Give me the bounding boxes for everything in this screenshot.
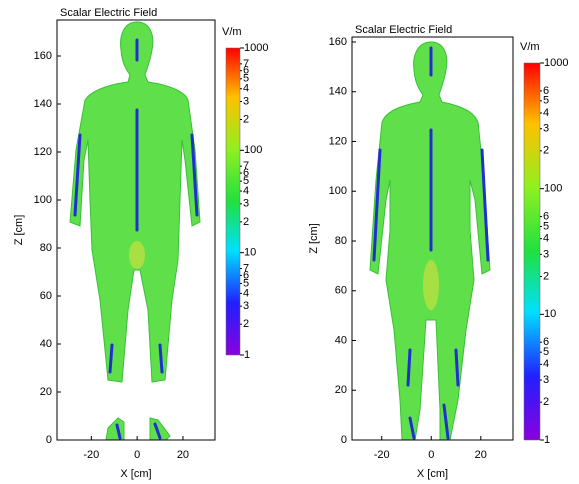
chart-title: Scalar Electric Field (60, 7, 157, 19)
y-tick-label: 40 (335, 334, 347, 346)
colorbar-tick-label: 6 (243, 269, 249, 281)
colorbar-tick-label: 4 (543, 358, 549, 370)
y-tick-label: 160 (34, 50, 52, 62)
colorbar-tick-label: 3 (543, 374, 549, 386)
colorbar-tick-label: 2 (543, 145, 549, 157)
x-tick-label: 0 (428, 449, 434, 461)
y-tick-label: 100 (34, 194, 52, 206)
x-tick-label: 20 (177, 449, 189, 461)
y-tick-label: 60 (335, 285, 347, 297)
x-tick-label: -20 (83, 449, 99, 461)
colorbar-tick-label: 3 (543, 248, 549, 260)
colorbar-tick-label: 5 (243, 175, 249, 187)
colorbar-tick-label: 7 (243, 262, 249, 274)
colorbar-tick-label: 6 (543, 336, 549, 348)
plot-frame (56, 19, 216, 441)
y-tick-label: 120 (329, 135, 347, 147)
y-tick-label: 80 (335, 235, 347, 247)
colorbar-tick-label: 100 (244, 144, 262, 156)
y-tick-label: 0 (341, 434, 347, 446)
y-tick-label: 80 (40, 242, 52, 254)
colorbar-tick-label: 2 (243, 318, 249, 330)
colorbar-tick-label: 4 (543, 233, 549, 245)
x-axis-label: X [cm] (120, 468, 151, 480)
colorbar-tick-label: 4 (243, 185, 249, 197)
body-map (69, 21, 201, 441)
colorbar-tick-label: 2 (243, 216, 249, 228)
plot-frame (351, 36, 514, 441)
colorbar-tick-label: 100 (544, 183, 562, 195)
y-tick-label: 160 (329, 36, 347, 48)
body-map (369, 41, 491, 441)
colorbar-tick-label: 1 (244, 349, 250, 361)
colorbar-tick-label: 5 (243, 73, 249, 85)
chart-title: Scalar Electric Field (355, 24, 452, 36)
colorbar-tick-label: 5 (543, 220, 549, 232)
colorbar-tick-label: 5 (543, 95, 549, 107)
colorbar-tick-label: 3 (543, 123, 549, 135)
colorbar-tick-label: 3 (243, 95, 249, 107)
y-axis-label: Z [cm] (13, 215, 25, 246)
colorbar-tick-label: 6 (543, 85, 549, 97)
colorbar-tick-label: 1 (544, 434, 550, 446)
x-tick-label: 20 (475, 449, 487, 461)
y-tick-label: 100 (329, 185, 347, 197)
colorbar-tick-label: 2 (543, 396, 549, 408)
colorbar-tick-label: 2 (543, 270, 549, 282)
y-tick-label: 140 (34, 98, 52, 110)
colorbar-label: V/m (520, 41, 540, 53)
colorbar-tick-label: 1000 (544, 57, 568, 69)
colorbar-tick-label: 4 (243, 287, 249, 299)
x-tick-label: 0 (134, 449, 140, 461)
colorbar-tick-label: 10 (244, 247, 256, 259)
colorbar-tick-label: 4 (243, 83, 249, 95)
colorbar-tick-label: 5 (243, 277, 249, 289)
colorbar-tick-label: 6 (243, 65, 249, 77)
y-tick-label: 140 (329, 86, 347, 98)
y-tick-label: 120 (34, 146, 52, 158)
y-tick-label: 60 (40, 290, 52, 302)
colorbar-tick-label: 4 (543, 107, 549, 119)
colorbar-tick-label: 3 (243, 300, 249, 312)
colorbar (523, 62, 541, 441)
y-tick-label: 20 (335, 384, 347, 396)
colorbar-tick-label: 5 (543, 346, 549, 358)
y-tick-label: 0 (46, 434, 52, 446)
x-axis-label: X [cm] (417, 468, 448, 480)
y-axis-label: Z [cm] (308, 223, 320, 254)
colorbar-tick-label: 7 (243, 58, 249, 70)
colorbar-tick-label: 7 (243, 160, 249, 172)
colorbar-tick-label: 3 (243, 198, 249, 210)
y-tick-label: 20 (40, 386, 52, 398)
x-tick-label: -20 (374, 449, 390, 461)
colorbar-tick-label: 2 (243, 113, 249, 125)
colorbar-tick-label: 10 (544, 308, 556, 320)
colorbar-tick-label: 6 (543, 210, 549, 222)
y-tick-label: 40 (40, 338, 52, 350)
colorbar-tick-label: 6 (243, 167, 249, 179)
colorbar-tick-label: 1000 (244, 42, 268, 54)
colorbar-label: V/m (222, 26, 242, 38)
colorbar (225, 47, 241, 356)
